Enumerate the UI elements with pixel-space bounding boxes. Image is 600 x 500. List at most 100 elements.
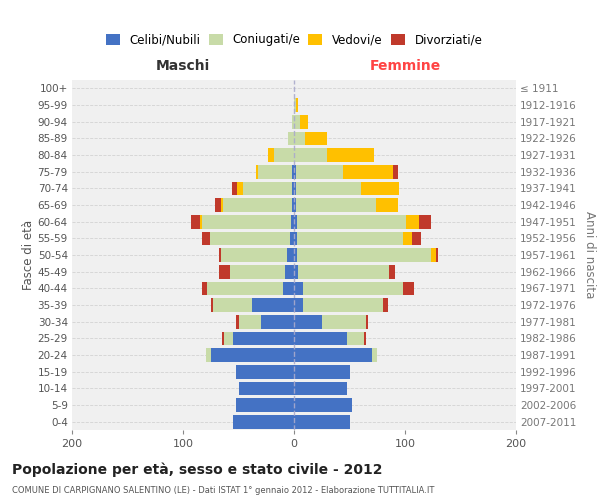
Bar bbox=[294, 232, 298, 245]
Bar bbox=[211, 298, 213, 312]
Bar bbox=[294, 415, 349, 428]
Bar bbox=[305, 132, 328, 145]
Bar bbox=[236, 365, 294, 378]
Bar bbox=[393, 165, 398, 178]
Bar bbox=[294, 398, 352, 412]
Bar bbox=[294, 332, 347, 345]
Bar bbox=[296, 182, 361, 195]
Bar bbox=[239, 382, 294, 395]
Bar bbox=[292, 165, 294, 178]
Bar bbox=[209, 232, 290, 245]
Bar bbox=[236, 398, 294, 412]
Bar bbox=[372, 348, 377, 362]
Bar bbox=[431, 248, 436, 262]
Bar bbox=[260, 315, 294, 328]
Bar bbox=[406, 215, 419, 228]
Bar bbox=[238, 182, 243, 195]
Bar bbox=[303, 282, 403, 295]
Bar bbox=[343, 165, 393, 178]
Bar bbox=[292, 115, 294, 128]
Bar bbox=[294, 198, 296, 212]
Bar bbox=[292, 198, 294, 212]
Bar bbox=[294, 282, 303, 295]
Bar bbox=[296, 98, 298, 112]
Bar bbox=[294, 265, 298, 278]
Bar bbox=[213, 298, 252, 312]
Bar bbox=[294, 348, 372, 362]
Bar bbox=[230, 265, 285, 278]
Bar bbox=[294, 315, 322, 328]
Bar bbox=[361, 182, 400, 195]
Bar bbox=[296, 198, 376, 212]
Text: Femmine: Femmine bbox=[370, 59, 440, 73]
Bar bbox=[274, 148, 294, 162]
Bar bbox=[294, 165, 296, 178]
Bar bbox=[290, 215, 294, 228]
Bar bbox=[221, 248, 287, 262]
Y-axis label: Anni di nascita: Anni di nascita bbox=[583, 212, 596, 298]
Bar bbox=[403, 282, 414, 295]
Text: Popolazione per età, sesso e stato civile - 2012: Popolazione per età, sesso e stato civil… bbox=[12, 462, 383, 477]
Legend: Celibi/Nubili, Coniugati/e, Vedovi/e, Divorziati/e: Celibi/Nubili, Coniugati/e, Vedovi/e, Di… bbox=[102, 30, 486, 50]
Bar bbox=[376, 198, 398, 212]
Bar bbox=[294, 115, 299, 128]
Bar bbox=[294, 132, 305, 145]
Bar bbox=[222, 332, 224, 345]
Bar bbox=[294, 382, 347, 395]
Bar bbox=[211, 348, 294, 362]
Bar bbox=[289, 132, 294, 145]
Bar bbox=[294, 182, 296, 195]
Bar bbox=[294, 298, 303, 312]
Bar bbox=[202, 282, 208, 295]
Bar bbox=[412, 232, 421, 245]
Bar bbox=[218, 265, 230, 278]
Bar bbox=[224, 332, 233, 345]
Bar bbox=[366, 315, 368, 328]
Bar bbox=[232, 182, 238, 195]
Bar bbox=[221, 198, 223, 212]
Bar bbox=[223, 198, 292, 212]
Bar bbox=[290, 232, 294, 245]
Y-axis label: Fasce di età: Fasce di età bbox=[22, 220, 35, 290]
Bar bbox=[285, 265, 294, 278]
Bar bbox=[239, 315, 260, 328]
Bar bbox=[389, 265, 395, 278]
Bar bbox=[294, 365, 349, 378]
Bar bbox=[233, 415, 294, 428]
Bar bbox=[294, 98, 296, 112]
Bar bbox=[236, 315, 239, 328]
Bar bbox=[436, 248, 439, 262]
Bar bbox=[347, 332, 364, 345]
Bar bbox=[191, 215, 200, 228]
Bar bbox=[294, 215, 298, 228]
Bar bbox=[298, 248, 431, 262]
Bar bbox=[268, 148, 274, 162]
Bar bbox=[296, 165, 343, 178]
Bar bbox=[200, 215, 202, 228]
Bar bbox=[202, 215, 290, 228]
Bar bbox=[218, 248, 221, 262]
Bar bbox=[328, 148, 374, 162]
Bar bbox=[294, 248, 298, 262]
Text: COMUNE DI CARPIGNANO SALENTINO (LE) - Dati ISTAT 1° gennaio 2012 - Elaborazione : COMUNE DI CARPIGNANO SALENTINO (LE) - Da… bbox=[12, 486, 434, 495]
Bar bbox=[364, 332, 366, 345]
Bar bbox=[298, 265, 389, 278]
Bar bbox=[252, 298, 294, 312]
Bar bbox=[298, 232, 403, 245]
Bar bbox=[259, 165, 292, 178]
Bar bbox=[298, 215, 406, 228]
Bar bbox=[283, 282, 294, 295]
Bar bbox=[243, 182, 292, 195]
Bar bbox=[419, 215, 431, 228]
Bar bbox=[403, 232, 412, 245]
Bar bbox=[303, 298, 383, 312]
Bar bbox=[287, 248, 294, 262]
Bar bbox=[202, 232, 209, 245]
Bar bbox=[215, 198, 221, 212]
Bar bbox=[233, 332, 294, 345]
Bar bbox=[294, 148, 328, 162]
Text: Maschi: Maschi bbox=[156, 59, 210, 73]
Bar bbox=[208, 282, 283, 295]
Bar bbox=[256, 165, 259, 178]
Bar bbox=[299, 115, 308, 128]
